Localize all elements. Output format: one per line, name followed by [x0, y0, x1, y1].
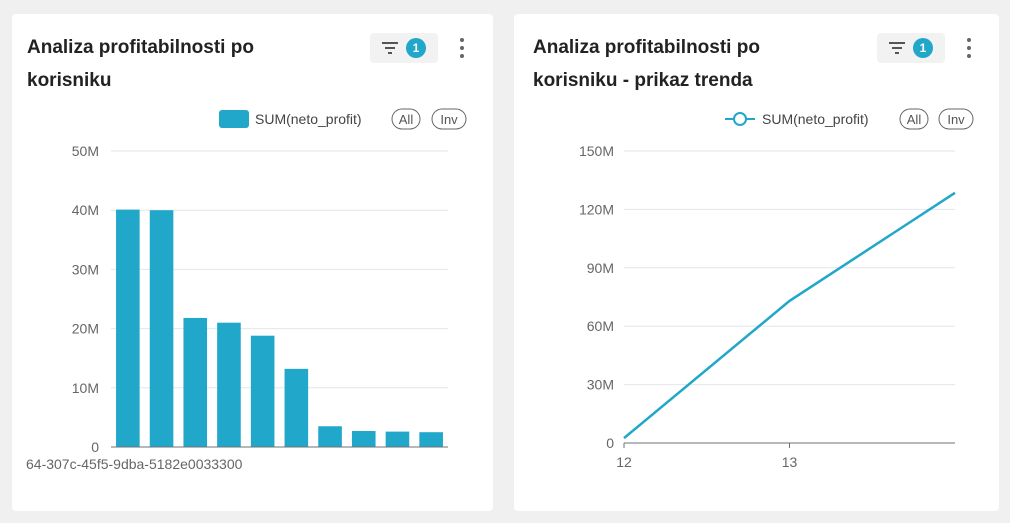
bar[interactable]: [149, 210, 174, 447]
line-chart: 0 30M 60M 90M 120M 150M 12 13 SUM(neto_profit)…: [579, 108, 974, 470]
filter-indicator[interactable]: 1: [370, 33, 438, 63]
bar[interactable]: [318, 426, 342, 447]
card-title: Analiza profitabilnosti po korisniku: [27, 37, 254, 91]
filter-count-badge: 1: [913, 38, 933, 58]
svg-text:All: All: [907, 112, 922, 127]
bar-chart-card: Analiza profitabilnosti po korisniku 1 0…: [12, 14, 493, 511]
bar[interactable]: [351, 431, 376, 447]
y-tick-label: 0: [606, 435, 614, 451]
bar[interactable]: [116, 209, 140, 447]
x-tick-label: 64-307c-45f5-9dba-5182e0033300: [26, 456, 243, 472]
y-tick-label: 50M: [72, 143, 99, 159]
bar[interactable]: [250, 335, 275, 447]
legend-label: SUM(neto_profit): [255, 111, 362, 127]
y-tick-label: 150M: [579, 143, 614, 159]
x-tick-label: 13: [782, 454, 798, 470]
line-chart-card: Analiza profitabilnosti po korisniku - p…: [514, 14, 999, 511]
series-line: [623, 191, 956, 440]
legend-marker-icon: [733, 112, 747, 126]
bar[interactable]: [385, 431, 410, 447]
svg-text:Inv: Inv: [947, 112, 965, 127]
bar[interactable]: [419, 432, 443, 447]
legend-label: SUM(neto_profit): [762, 111, 869, 127]
y-tick-label: 0: [91, 439, 99, 455]
legend[interactable]: SUM(neto_profit): [219, 110, 362, 128]
legend[interactable]: SUM(neto_profit): [725, 111, 869, 127]
filter-icon: [889, 42, 905, 54]
y-tick-label: 60M: [587, 318, 614, 334]
y-tick-label: 40M: [72, 202, 99, 218]
y-tick-label: 30M: [587, 377, 614, 393]
bar[interactable]: [217, 322, 241, 447]
legend-all-button[interactable]: All: [391, 108, 421, 130]
more-options-icon[interactable]: [457, 36, 467, 60]
y-tick-label: 10M: [72, 380, 99, 396]
y-tick-label: 90M: [587, 260, 614, 276]
svg-text:Inv: Inv: [440, 112, 458, 127]
bar[interactable]: [284, 368, 309, 447]
svg-text:All: All: [399, 112, 414, 127]
legend-swatch: [219, 110, 249, 128]
x-tick-label: 12: [616, 454, 632, 470]
legend-invert-button[interactable]: Inv: [938, 108, 974, 130]
bar-chart: 0 10M 20M 30M 40M 50M 64-307c-45f5-9dba-5182e…: [26, 108, 467, 472]
y-tick-label: 120M: [579, 201, 614, 217]
filter-icon: [382, 42, 398, 54]
filter-indicator[interactable]: 1: [877, 33, 945, 63]
bar[interactable]: [183, 317, 208, 447]
y-tick-label: 20M: [72, 321, 99, 337]
legend-all-button[interactable]: All: [899, 108, 929, 130]
filter-count-badge: 1: [406, 38, 426, 58]
y-tick-label: 30M: [72, 261, 99, 277]
more-options-icon[interactable]: [964, 36, 974, 60]
legend-invert-button[interactable]: Inv: [431, 108, 467, 130]
card-title: Analiza profitabilnosti po korisniku - p…: [533, 37, 760, 91]
